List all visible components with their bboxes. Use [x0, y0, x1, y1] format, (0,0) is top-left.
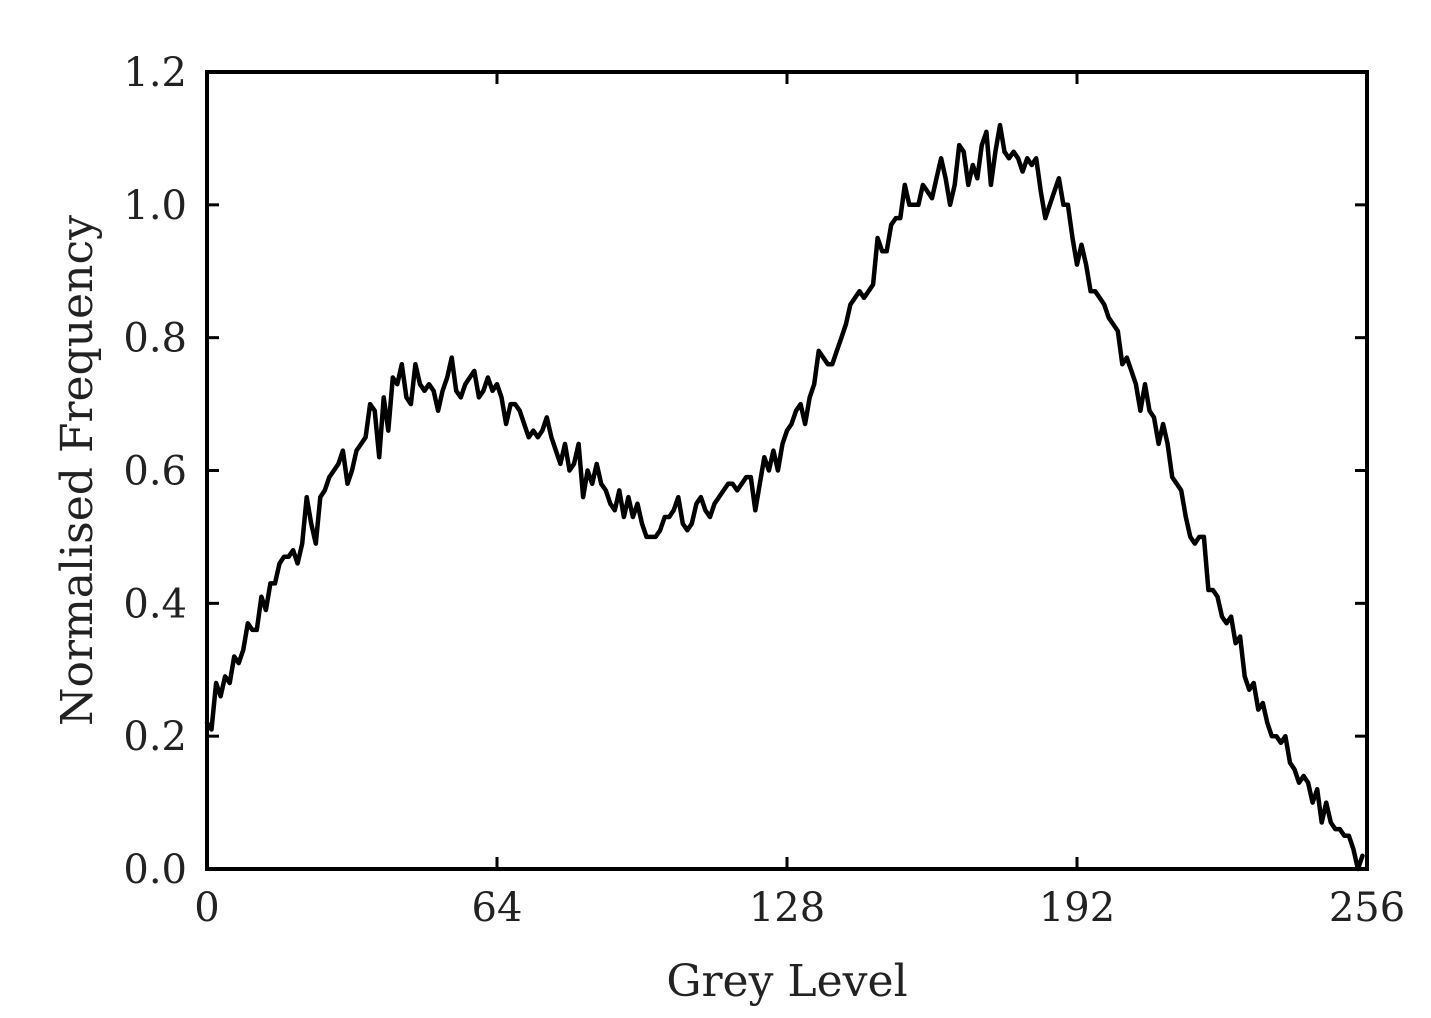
x-tick-labels: 0 64 128 192 256 [194, 885, 1405, 931]
y-tick-label: 0.6 [123, 449, 187, 495]
y-tick-label: 1.0 [123, 183, 187, 229]
ticks-layer [205, 70, 1369, 871]
plot-frame [205, 70, 1369, 871]
y-tick-label: 0.4 [123, 581, 187, 627]
y-tick-labels: 0.0 0.2 0.4 0.6 0.8 1.0 1.2 [123, 50, 187, 893]
y-tick-label: 0.0 [123, 847, 187, 893]
x-axis-title: Grey Level [666, 956, 907, 1007]
x-tick-label: 0 [194, 885, 219, 931]
y-tick-label: 1.2 [123, 50, 187, 96]
x-tick-label: 64 [472, 885, 523, 931]
x-tick-label: 128 [749, 885, 825, 931]
series-line-grey-level-frequency [204, 122, 1365, 872]
y-tick-label: 0.2 [123, 714, 187, 760]
x-tick-label: 192 [1039, 885, 1115, 931]
x-tick-label: 256 [1329, 885, 1405, 931]
y-tick-label: 0.8 [123, 316, 187, 362]
y-axis-title: Normalised Frequency [52, 215, 103, 726]
